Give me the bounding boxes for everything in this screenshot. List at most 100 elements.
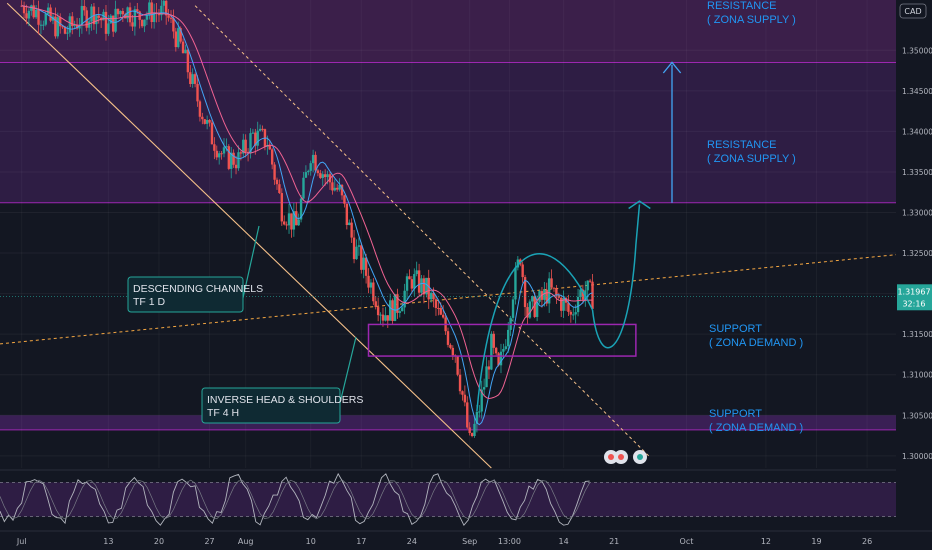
candle-body — [523, 277, 527, 308]
candle-body — [249, 133, 252, 154]
event-dot-icon-2 — [618, 454, 624, 460]
candle-body — [311, 154, 315, 164]
callout-pointer-ihs — [339, 336, 357, 404]
candle-body — [364, 257, 368, 276]
price-tick-label: 1.34500 — [902, 87, 932, 96]
time-tick-label: Aug — [238, 537, 254, 546]
candle-body — [184, 49, 187, 54]
ma-fast-line — [21, 5, 593, 426]
candle-body — [357, 245, 361, 247]
callout-pointer-channels — [242, 225, 260, 299]
descending-channels-callout[interactable]: DESCENDING CHANNELS TF 1 D — [127, 225, 263, 313]
candle-body — [68, 16, 72, 33]
countdown-label: 32:16 — [902, 299, 925, 308]
candle-body — [61, 26, 64, 28]
candle-body — [417, 270, 421, 293]
price-tick-label: 1.33500 — [902, 168, 932, 177]
candle-body — [557, 295, 560, 298]
candle-body — [543, 289, 546, 300]
time-tick-label: 14 — [559, 537, 569, 546]
candle-body — [581, 289, 585, 300]
resistance-zone-lower — [0, 62, 896, 203]
candle-body — [461, 391, 464, 395]
candle-body — [355, 246, 358, 260]
candle-body — [232, 152, 235, 165]
candle-body — [189, 72, 192, 84]
candle-body — [244, 139, 247, 152]
candle-body — [283, 221, 286, 225]
price-tick-label: 1.31000 — [902, 371, 932, 380]
candle-body — [576, 296, 580, 313]
candle-body — [331, 182, 334, 191]
time-tick-label: 20 — [154, 537, 164, 546]
candle-body — [201, 116, 204, 120]
time-tick-label: 13 — [103, 537, 113, 546]
candle-body — [338, 184, 341, 190]
candle-body — [278, 184, 281, 194]
time-tick-label: 19 — [811, 537, 821, 546]
candle-body — [107, 23, 110, 34]
candle-body — [492, 333, 495, 348]
candle-body — [287, 213, 291, 226]
candle-body — [136, 9, 139, 12]
candle-body — [145, 15, 149, 20]
candle-body — [133, 9, 137, 27]
pattern-marks-layer — [367, 61, 682, 412]
price-tick-label: 1.34000 — [902, 127, 932, 136]
oscillator-d-line — [0, 479, 590, 520]
candle-body — [372, 282, 375, 302]
candle-body — [186, 49, 190, 73]
resistance-label-top-line2: ( ZONA SUPPLY ) — [707, 14, 796, 26]
candle-body — [121, 10, 125, 15]
price-tick-label: 1.33000 — [902, 209, 932, 218]
candle-body — [150, 2, 153, 23]
candle-body — [579, 289, 582, 297]
channel-line-upper — [194, 5, 651, 458]
callout-box-ihs — [201, 387, 341, 424]
candle-body — [104, 11, 108, 34]
candle-body — [482, 387, 486, 390]
candle-body — [54, 16, 57, 37]
candle-body — [345, 203, 349, 226]
candle-body — [429, 292, 433, 300]
candle-body — [422, 278, 426, 295]
event-icons[interactable] — [604, 450, 647, 464]
candle-body — [437, 307, 440, 309]
candle-body — [432, 292, 435, 300]
resistance-label-top-line1: RESISTANCE — [707, 0, 776, 12]
candle-body — [381, 314, 385, 321]
candle-body — [307, 170, 310, 173]
candle-body — [413, 274, 416, 289]
ihs-callout[interactable]: INVERSE HEAD & SHOULDERS TF 4 H — [201, 336, 363, 424]
resistance-label-mid-line2: ( ZONA SUPPLY ) — [707, 153, 796, 165]
candle-body — [384, 315, 387, 321]
candle-body — [230, 152, 233, 169]
candle-body — [164, 0, 168, 16]
price-badge-bg — [897, 284, 932, 311]
zones-layer — [0, 0, 896, 431]
candle-body — [191, 74, 194, 84]
candle-body — [292, 211, 296, 230]
candle-body — [562, 297, 565, 311]
candle-body — [323, 174, 327, 178]
candle-body — [131, 22, 134, 27]
candle-body — [80, 5, 84, 26]
candle-body — [208, 119, 211, 123]
candle-body — [217, 153, 221, 158]
candle-body — [59, 17, 62, 27]
candle-body — [396, 294, 399, 313]
candle-body — [273, 164, 276, 180]
candle-body — [275, 179, 279, 185]
candle-body — [350, 222, 353, 238]
candle-body — [319, 173, 322, 178]
currency-badge[interactable]: CAD — [899, 3, 927, 19]
candle-body — [210, 122, 214, 145]
candle-body — [39, 24, 43, 26]
candle-body — [299, 198, 303, 220]
candle-body — [485, 366, 488, 388]
candle-body — [572, 314, 575, 316]
resistance-label-mid: RESISTANCE ( ZONA SUPPLY ) — [707, 139, 796, 165]
candle-body — [456, 356, 459, 375]
candle-body — [504, 346, 508, 349]
candle-body — [270, 149, 274, 165]
